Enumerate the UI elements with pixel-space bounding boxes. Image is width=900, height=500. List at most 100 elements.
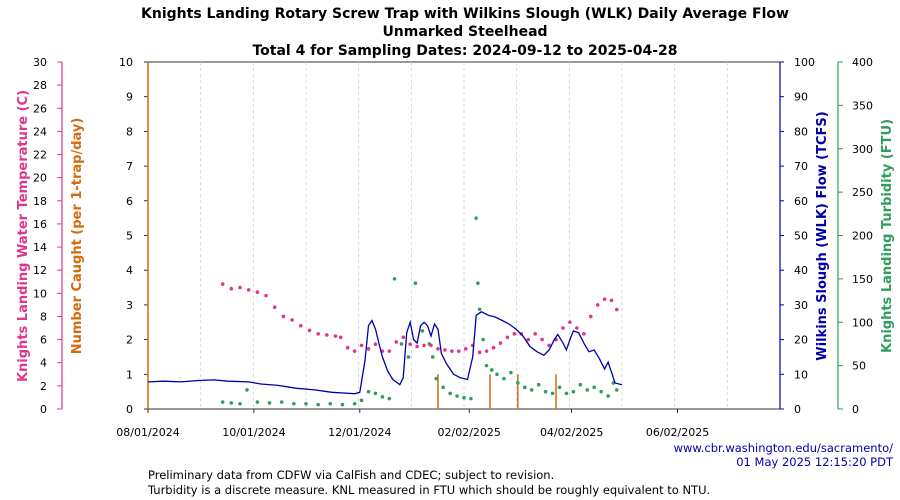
temperature-axis-title: Knights Landing Water Temperature (C) bbox=[16, 90, 31, 382]
temperature-tick-label: 18 bbox=[33, 195, 47, 208]
turbidity-point bbox=[599, 389, 603, 394]
title-line-2: Unmarked Steelhead bbox=[382, 24, 547, 40]
temperature-point bbox=[338, 335, 343, 340]
temperature-point bbox=[345, 345, 350, 350]
title-line-3: Total 4 for Sampling Dates: 2024-09-12 t… bbox=[252, 43, 677, 59]
temperature-tick-label: 20 bbox=[33, 172, 47, 185]
temperature-point bbox=[443, 348, 447, 352]
temperature-point bbox=[526, 337, 531, 342]
turbidity-point bbox=[469, 396, 473, 401]
temperature-point bbox=[352, 349, 357, 353]
flow-tick-label: 30 bbox=[794, 299, 808, 312]
turbidity-tick-label: 400 bbox=[852, 56, 873, 69]
temperature-point bbox=[491, 345, 496, 350]
flow-line-group bbox=[147, 311, 623, 395]
temperature-tick-label: 4 bbox=[40, 357, 47, 370]
temperature-point bbox=[272, 305, 277, 310]
temperature-point bbox=[450, 349, 454, 353]
turbidity-point bbox=[516, 381, 520, 385]
temperature-tick-label: 30 bbox=[33, 56, 47, 69]
footnote-line-1: Preliminary data from CDFW via CalFish a… bbox=[148, 468, 554, 482]
turbidity-point bbox=[352, 401, 357, 406]
temperature-point bbox=[366, 347, 371, 351]
turbidity-point bbox=[477, 307, 482, 312]
turbidity-point bbox=[614, 388, 619, 392]
source-url: www.cbr.washington.edu/sacramento/ bbox=[674, 441, 894, 455]
flow-line bbox=[147, 311, 623, 395]
temperature-tick-label: 22 bbox=[33, 149, 47, 162]
temperature-point bbox=[588, 314, 593, 319]
catch-tick-label: 1 bbox=[126, 368, 133, 381]
temperature-point bbox=[220, 282, 225, 286]
flow-axis-title: Wilkins Slough (WLK) Flow (TCFS) bbox=[815, 111, 830, 360]
turbidity-point bbox=[550, 391, 555, 396]
turbidity-axis-title: Knights Landing Turbidity (FTU) bbox=[880, 119, 895, 353]
temperature-point bbox=[512, 332, 517, 336]
flow-tick-label: 70 bbox=[794, 160, 808, 173]
temperature-point bbox=[547, 343, 551, 348]
turbidity-point bbox=[462, 395, 466, 400]
turbidity-point bbox=[316, 402, 320, 407]
temperature-point bbox=[255, 290, 260, 294]
turbidity-point bbox=[448, 391, 452, 396]
turbidity-tick-label: 0 bbox=[852, 403, 859, 416]
turbidity-tick-label: 250 bbox=[852, 186, 873, 199]
turbidity-point bbox=[267, 401, 272, 405]
turbidity-point bbox=[557, 385, 562, 390]
turbidity-point bbox=[387, 396, 392, 401]
temperature-point bbox=[394, 340, 399, 344]
turbidity-points bbox=[220, 216, 619, 407]
turbidity-point bbox=[366, 389, 371, 394]
turbidity-point bbox=[536, 382, 541, 387]
temperature-point bbox=[561, 326, 565, 330]
temperature-point bbox=[307, 328, 312, 333]
turbidity-point bbox=[495, 372, 499, 377]
flow-tick-label: 60 bbox=[794, 195, 808, 208]
catch-tick-label: 6 bbox=[126, 195, 133, 208]
temperature-point bbox=[484, 349, 489, 353]
flow-tick-label: 90 bbox=[794, 91, 808, 104]
turbidity-point bbox=[279, 400, 284, 404]
catch-tick-label: 0 bbox=[126, 403, 133, 416]
turbidity-point bbox=[220, 400, 225, 404]
temperature-tick-label: 6 bbox=[40, 334, 47, 347]
turbidity-point bbox=[606, 394, 610, 398]
x-tick-label: 06/02/2025 bbox=[646, 426, 709, 439]
temperature-tick-label: 26 bbox=[33, 102, 47, 115]
temperature-point bbox=[568, 320, 572, 325]
x-tick-label: 08/01/2024 bbox=[116, 426, 179, 439]
temperature-tick-label: 10 bbox=[33, 287, 47, 300]
flow-tick-label: 20 bbox=[794, 334, 808, 347]
catch-tick-label: 10 bbox=[119, 56, 133, 69]
temperature-point bbox=[456, 349, 461, 353]
temperature-point bbox=[614, 307, 619, 312]
source-timestamp: 01 May 2025 12:15:20 PDT bbox=[736, 455, 894, 469]
turbidity-point bbox=[476, 281, 480, 286]
temperature-point bbox=[333, 334, 338, 338]
turbidity-tick-label: 100 bbox=[852, 316, 873, 329]
turbidity-point bbox=[434, 376, 439, 381]
turbidity-point bbox=[373, 391, 378, 396]
temperature-point bbox=[229, 286, 234, 291]
temperature-point bbox=[373, 342, 378, 347]
temperature-points bbox=[220, 282, 619, 355]
temperature-tick-label: 12 bbox=[33, 264, 47, 277]
temperature-tick-label: 16 bbox=[33, 218, 47, 231]
temperature-point bbox=[429, 343, 433, 348]
turbidity-point bbox=[543, 389, 548, 394]
x-axis: 08/01/2024 10/01/2024 12/01/2024 02/02/2025… bbox=[116, 409, 709, 439]
turbidity-point bbox=[455, 394, 459, 398]
temperature-point bbox=[401, 335, 406, 340]
temperature-tick-label: 2 bbox=[40, 380, 47, 393]
turbidity-point bbox=[359, 398, 364, 403]
temperature-tick-label: 0 bbox=[40, 403, 47, 416]
temperature-point bbox=[602, 297, 607, 301]
turbidity-axis: 0 50 100 150 200 250 300 350 400 bbox=[838, 56, 873, 416]
flow-tick-label: 10 bbox=[794, 368, 808, 381]
temperature-point bbox=[264, 293, 268, 298]
turbidity-point bbox=[522, 385, 527, 390]
turbidity-point bbox=[399, 342, 404, 346]
turbidity-tick-label: 300 bbox=[852, 143, 873, 156]
